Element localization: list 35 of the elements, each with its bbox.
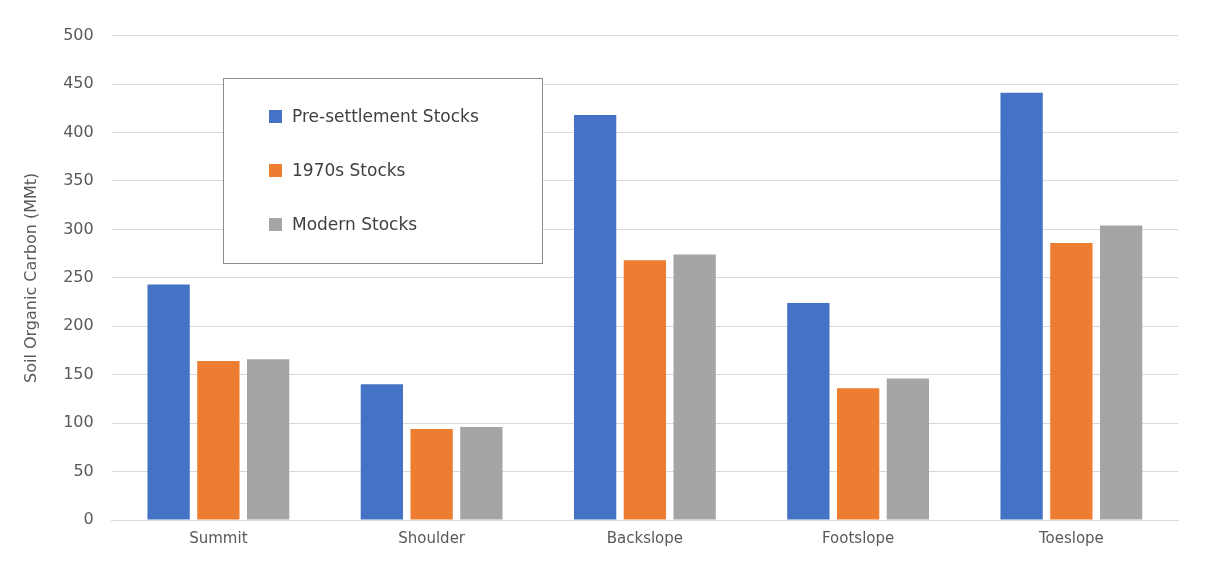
bar [1099,225,1143,520]
bar [147,284,190,520]
bar [673,254,716,520]
y-tick-label: 50 [73,460,94,480]
y-tick-label: 150 [63,363,94,383]
bar [623,260,667,520]
legend-label: 1970s Stocks [292,160,406,180]
y-tick-label: 350 [63,170,94,190]
y-tick-label: 0 [83,509,94,529]
bar [1050,242,1093,520]
bar [360,384,404,520]
y-tick-label: 300 [63,218,94,238]
bar [410,428,453,520]
x-tick-label: Toeslope [1037,528,1104,547]
y-tick-label: 500 [63,24,94,44]
bar [836,388,880,520]
bar [197,361,240,520]
bar [1000,92,1043,520]
x-tick-label: Shoulder [398,528,466,547]
y-axis-title: Soil Organic Carbon (MMt) [20,172,40,383]
y-tick-label: 400 [63,121,94,141]
bar [246,359,290,520]
x-tick-label: Summit [189,528,248,547]
x-tick-label: Backslope [606,528,684,547]
y-tick-label: 450 [63,73,94,93]
bar [886,378,930,520]
legend-label: Pre-settlement Stocks [292,106,479,126]
x-tick-label: Footslope [822,528,895,547]
y-tick-label: 200 [63,315,94,335]
bar [787,302,830,520]
bar [573,115,617,520]
y-tick-label: 100 [63,412,94,432]
y-tick-label: 250 [63,266,94,286]
legend-label: Modern Stocks [292,214,418,234]
bar [460,427,503,520]
